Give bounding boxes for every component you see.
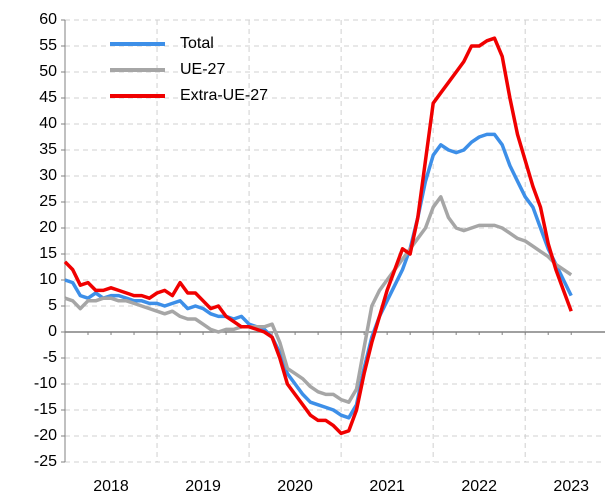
y-tick-label: -20: [34, 427, 57, 444]
y-tick-label: 20: [39, 219, 57, 236]
legend-label: Total: [180, 35, 214, 52]
x-tick-label: 2019: [185, 478, 221, 495]
y-tick-label: -10: [34, 375, 57, 392]
series-line: [63, 36, 573, 436]
y-tick-label: 40: [39, 115, 57, 132]
y-tick-label: 15: [39, 245, 57, 262]
y-tick-label: -15: [34, 401, 57, 418]
y-tick-label: 45: [39, 89, 57, 106]
x-tick-label: 2023: [553, 478, 589, 495]
y-tick-label: 55: [39, 37, 57, 54]
x-tick-label: 2020: [277, 478, 313, 495]
y-tick-label: -25: [34, 453, 57, 470]
y-tick-label: 5: [48, 297, 57, 314]
y-tick-label: 60: [39, 11, 57, 28]
y-tick-label: 30: [39, 167, 57, 184]
y-tick-label: -5: [43, 349, 57, 366]
y-tick-label: 0: [48, 323, 57, 340]
y-tick-label: 50: [39, 63, 57, 80]
y-tick-label: 25: [39, 193, 57, 210]
x-tick-label: 2018: [93, 478, 129, 495]
series-line: [64, 195, 573, 404]
series-line: [64, 132, 573, 420]
x-tick-label: 2021: [369, 478, 405, 495]
legend-label: UE-27: [180, 61, 225, 78]
y-tick-label: 10: [39, 271, 57, 288]
legend-label: Extra-UE-27: [180, 87, 268, 104]
y-tick-label: 35: [39, 141, 57, 158]
x-tick-label: 2022: [461, 478, 497, 495]
